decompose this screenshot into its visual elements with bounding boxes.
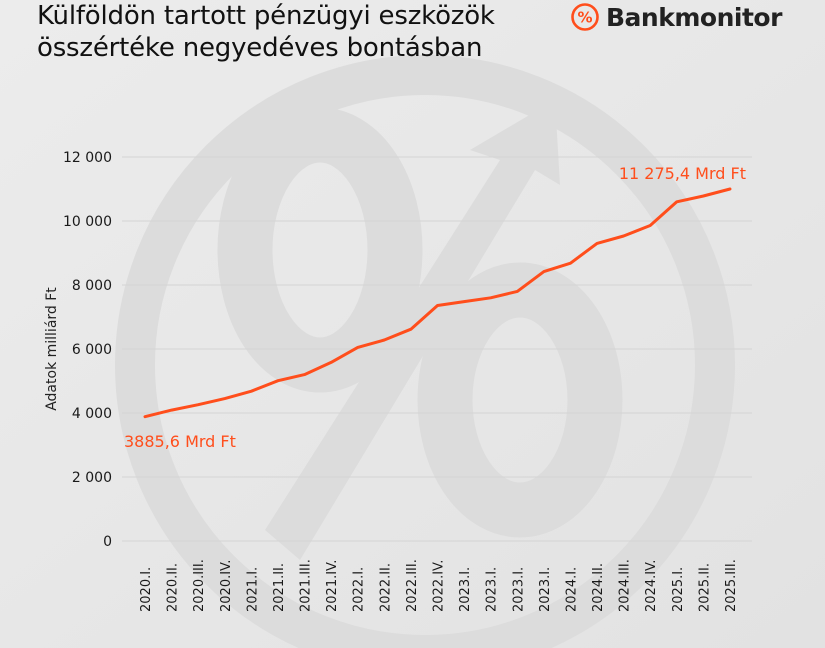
gridlines: [122, 156, 752, 542]
x-tick-label: 2024.I.: [564, 567, 579, 612]
x-tick-label: 2023.I.: [458, 567, 473, 612]
annotation-start-value: 3885,6 Mrd Ft: [124, 432, 236, 451]
svg-text:%: %: [577, 9, 592, 27]
x-axis-ticks: 2020.I. 2020.II. 2020.III. 2020.IV. 2021.I. 2…: [139, 559, 739, 612]
x-tick-label: 2024.IV.: [644, 560, 659, 612]
x-tick-label: 2021.I.: [245, 567, 260, 612]
x-tick-label: 2021.IV.: [325, 560, 340, 612]
x-tick-label: 2023.I.: [538, 567, 553, 612]
y-tick-label: 10 000: [63, 214, 112, 230]
x-tick-label: 2020.IV.: [219, 560, 234, 612]
x-tick-label: 2022.IV.: [432, 560, 447, 612]
y-tick-label: 12 000: [63, 150, 112, 166]
x-tick-label: 2025.II.: [697, 563, 712, 612]
y-axis-ticks: 0 2 000 4 000 6 000 8 000 10 000 12 000: [63, 150, 112, 550]
percent-circle-icon: %: [571, 3, 599, 31]
y-tick-label: 2 000: [72, 470, 112, 486]
x-tick-label: 2023.I.: [485, 567, 500, 612]
x-tick-label: 2022.II.: [378, 563, 393, 612]
x-tick-label: 2020.II.: [166, 563, 181, 612]
x-tick-label: 2021.III.: [299, 559, 314, 612]
x-tick-label: 2024.II.: [591, 563, 606, 612]
x-tick-label: 2023.I.: [511, 567, 526, 612]
chart-title: Külföldön tartott pénzügyi eszközök össz…: [37, 0, 495, 64]
x-tick-label: 2024.III.: [618, 559, 633, 612]
y-tick-label: 4 000: [72, 406, 112, 422]
y-tick-label: 8 000: [72, 278, 112, 294]
chart-title-line2: összértéke negyedéves bontásban: [37, 33, 483, 63]
chart-title-line1: Külföldön tartott pénzügyi eszközök: [37, 1, 495, 31]
y-axis-label: Adatok milliárd Ft: [44, 287, 60, 411]
x-tick-label: 2020.III.: [192, 559, 207, 612]
brand-logo: % Bankmonitor: [570, 0, 782, 34]
arrow-watermark-icon: [265, 100, 560, 560]
x-tick-label: 2025.I.: [671, 567, 686, 612]
x-tick-label: 2020.I.: [139, 567, 154, 612]
x-tick-label: 2022.III.: [405, 559, 420, 612]
x-tick-label: 2022.I.: [352, 567, 367, 612]
y-tick-label: 0: [103, 534, 112, 550]
x-tick-label: 2021.II.: [272, 563, 287, 612]
brand-name: Bankmonitor: [606, 2, 782, 32]
x-tick-label: 2025.III.: [724, 559, 739, 612]
data-line: [143, 187, 732, 419]
annotation-end-value: 11 275,4 Mrd Ft: [619, 164, 746, 183]
y-tick-label: 6 000: [72, 342, 112, 358]
